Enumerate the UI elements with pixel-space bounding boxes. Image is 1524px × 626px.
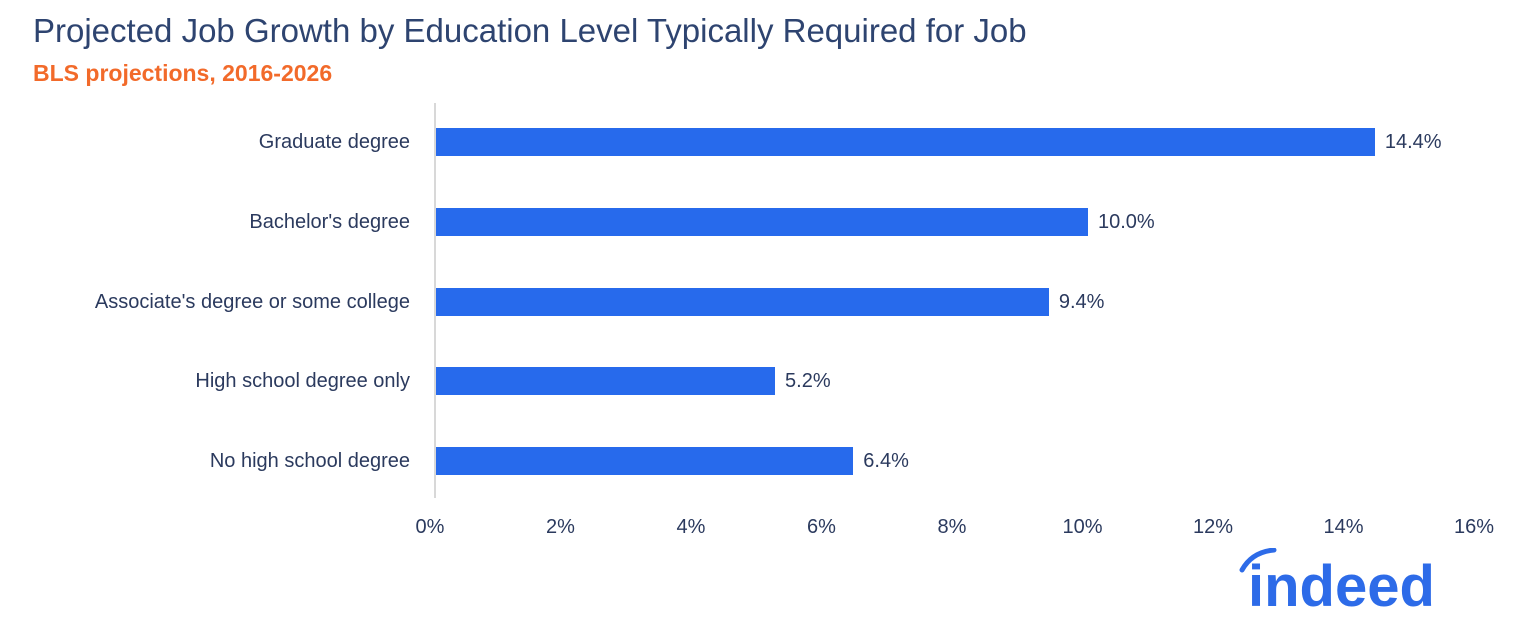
value-label: 14.4% (1384, 131, 1442, 153)
bar (436, 208, 1088, 236)
x-tick-label: 8% (937, 516, 967, 538)
x-tick-label: 16% (1453, 516, 1495, 538)
value-label: 6.4% (863, 450, 909, 472)
indeed-logo-icon: indeed (1239, 548, 1435, 612)
x-tick-label: 6% (807, 516, 836, 538)
x-tick-label: 0% (415, 516, 445, 538)
value-label: 5.2% (785, 370, 831, 392)
x-tick-label: 2% (546, 516, 575, 538)
x-tick-label: 14% (1323, 516, 1364, 538)
chart-title: Projected Job Growth by Education Level … (33, 12, 1027, 49)
category-label: Graduate degree (258, 131, 410, 153)
x-tick-label: 4% (676, 516, 706, 538)
category-label: Associate's degree or some college (94, 291, 410, 313)
svg-text:indeed: indeed (1248, 554, 1435, 612)
y-axis-line (434, 103, 436, 498)
chart-subtitle: BLS projections, 2016-2026 (33, 60, 333, 86)
bar (436, 367, 776, 395)
category-label: High school degree only (195, 370, 410, 392)
category-label: Bachelor's degree (249, 211, 410, 233)
value-label: 9.4% (1058, 291, 1105, 313)
bar (436, 128, 1375, 156)
category-label: No high school degree (209, 450, 410, 472)
bar (436, 288, 1049, 316)
x-tick-label: 10% (1062, 516, 1103, 538)
x-tick-label: 12% (1192, 516, 1234, 538)
value-label: 10.0% (1098, 211, 1155, 233)
bar (436, 447, 854, 475)
